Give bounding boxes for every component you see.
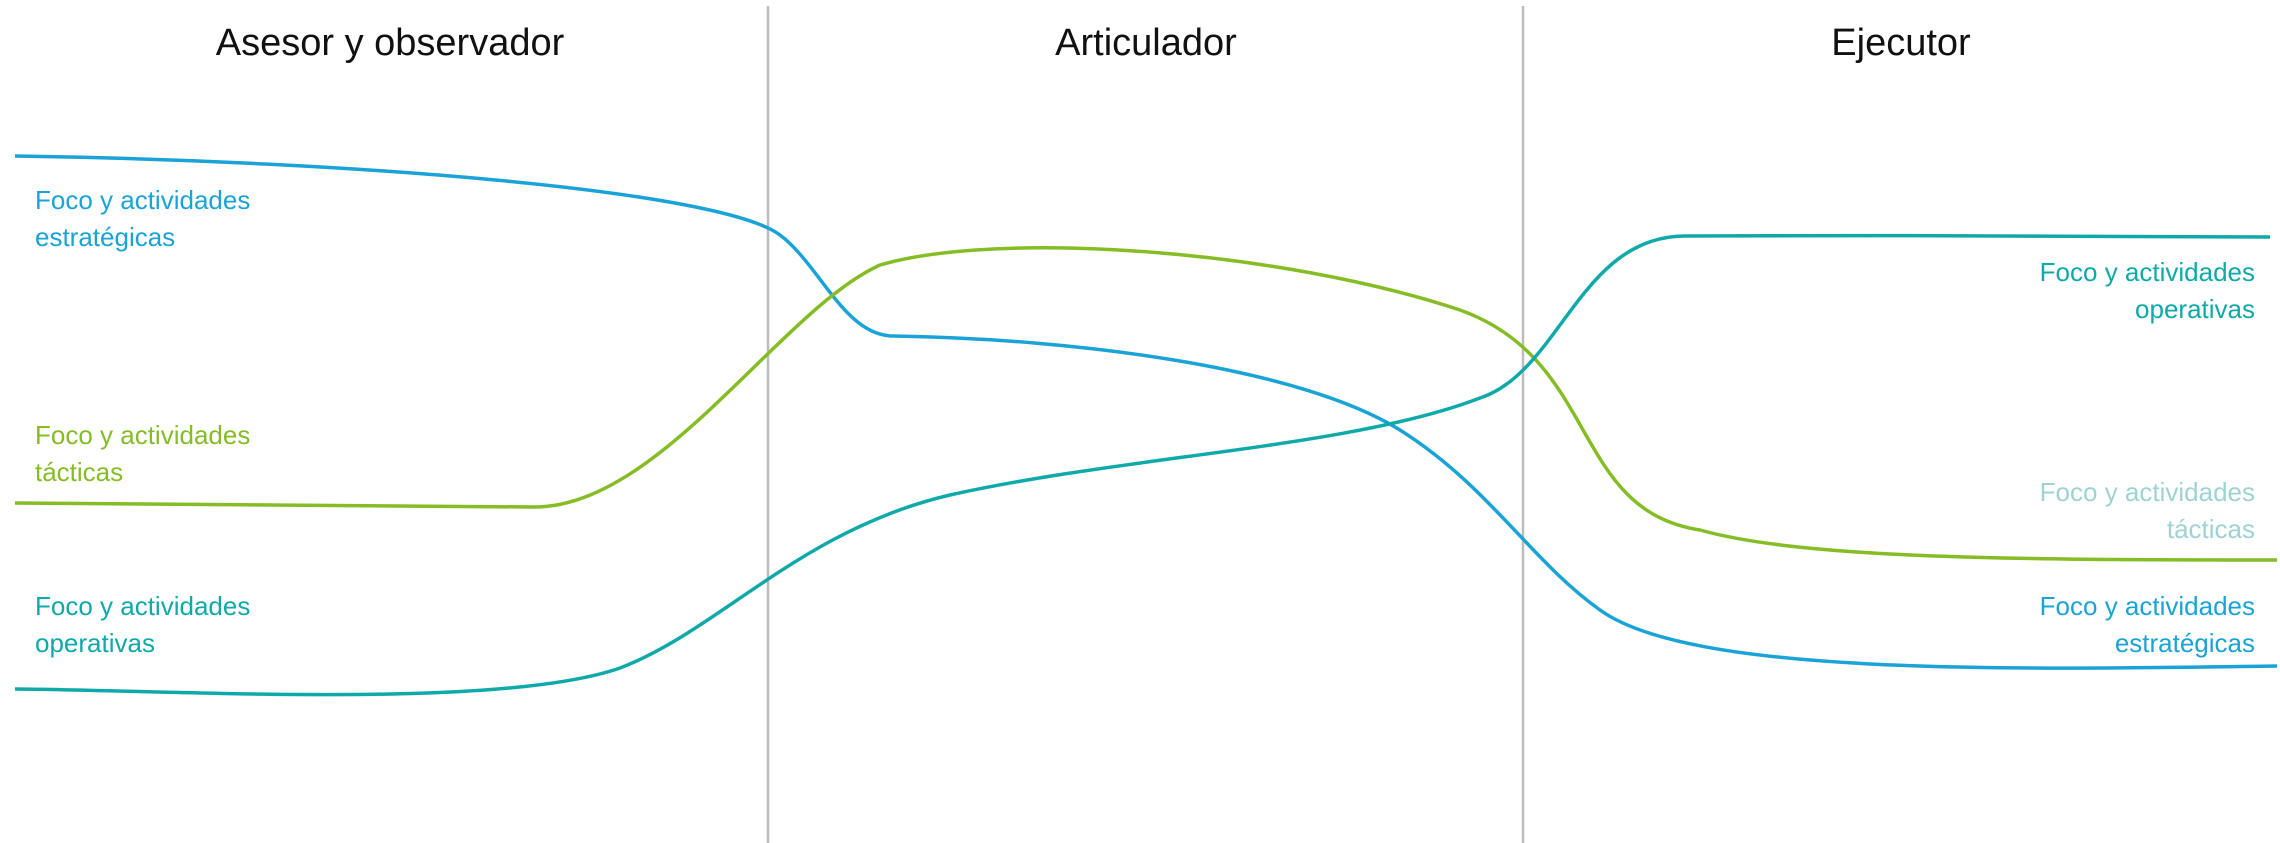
left-label-operational-line2: operativas xyxy=(35,628,155,658)
tactical-focus-line xyxy=(14,246,2278,562)
strategic-focus-line xyxy=(14,154,2278,670)
right-label-strategic: Foco y actividades estratégicas xyxy=(1935,588,2255,662)
right-label-strategic-line1: Foco y actividades xyxy=(2039,591,2255,621)
right-label-operational-line1: Foco y actividades xyxy=(2039,257,2255,287)
left-label-operational: Foco y actividades operativas xyxy=(35,588,355,662)
column-title-articulador: Articulador xyxy=(1055,22,1237,64)
right-label-tactical: Foco y actividades tácticas xyxy=(1935,474,2255,548)
right-label-strategic-line2: estratégicas xyxy=(2114,628,2255,658)
column-title-ejecutor: Ejecutor xyxy=(1831,22,1971,64)
right-label-tactical-line1: Foco y actividades xyxy=(2039,477,2255,507)
left-label-tactical-line1: Foco y actividades xyxy=(35,420,251,450)
left-label-tactical: Foco y actividades tácticas xyxy=(35,417,355,491)
right-label-operational: Foco y actividades operativas xyxy=(1935,254,2255,328)
right-label-operational-line2: operativas xyxy=(2135,294,2255,324)
left-label-operational-line1: Foco y actividades xyxy=(35,591,251,621)
right-label-tactical-line2: tácticas xyxy=(2166,514,2255,544)
left-label-strategic: Foco y actividades estratégicas xyxy=(35,182,355,256)
operational-focus-line xyxy=(14,233,2271,697)
column-title-asesor: Asesor y observador xyxy=(215,22,565,64)
left-label-strategic-line2: estratégicas xyxy=(35,222,176,252)
left-label-strategic-line1: Foco y actividades xyxy=(35,185,251,215)
left-label-tactical-line2: tácticas xyxy=(35,457,124,487)
